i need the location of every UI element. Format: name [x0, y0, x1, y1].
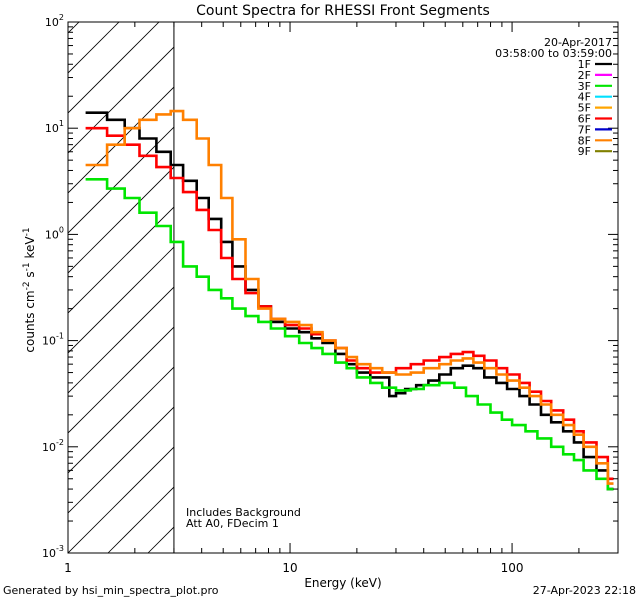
legend-label-5f: 5F	[578, 102, 591, 115]
series-6f	[85, 126, 614, 481]
x-tick-label: 10	[282, 561, 297, 575]
chart-title: Count Spectra for RHESSI Front Segments	[196, 3, 490, 19]
y-tick-label: 101	[45, 119, 64, 135]
hatch-line	[147, 526, 174, 553]
y-tick-label: 10-2	[42, 438, 64, 454]
y-tick-label: 102	[45, 13, 64, 29]
hatch-line	[68, 286, 174, 394]
hatch-line	[68, 22, 160, 114]
x-tick-label: 100	[501, 561, 524, 575]
series-8f	[85, 109, 614, 485]
hatch-line	[107, 486, 174, 553]
legend-label-1f: 1F	[578, 58, 591, 71]
y-axis: 10-3 10-2 10-1 100 101 102	[42, 13, 618, 560]
y-tick-label: 100	[45, 225, 64, 241]
hatch-line	[68, 206, 174, 314]
legend-label-7f: 7F	[578, 123, 591, 136]
hatch-line	[0, 0, 108, 553]
annotation-attenuator: Att A0, FDecim 1	[186, 517, 279, 530]
y-axis-label: counts cm-2 s-1 keV-1	[22, 227, 37, 352]
x-axis: 1 10 100	[64, 22, 619, 575]
hatch-line	[68, 246, 174, 354]
legend-label-2f: 2F	[578, 69, 591, 82]
hatch-line	[68, 86, 174, 194]
y-tick-label: 10-3	[42, 544, 64, 560]
generated-by-footer: Generated by hsi_min_spectra_plot.pro	[3, 584, 219, 597]
x-axis-label: Energy (keV)	[304, 576, 381, 590]
hatch-line	[68, 166, 174, 274]
hatch-line	[68, 446, 174, 553]
hatch-line	[68, 406, 174, 514]
series-1f	[85, 111, 614, 491]
series-layer	[85, 109, 614, 491]
y-tick-label: 10-1	[42, 332, 64, 348]
annotation-background: Includes Background	[186, 506, 301, 519]
hatch-line	[68, 22, 120, 74]
plot-frame	[67, 21, 619, 554]
hatch-line	[68, 326, 174, 434]
legend-label-4f: 4F	[578, 91, 591, 104]
x-tick-label: 1	[64, 561, 72, 575]
hatch-line	[68, 46, 174, 154]
hatch-line	[68, 366, 174, 474]
series-3f	[85, 178, 614, 491]
date-label: 20-Apr-2017	[544, 36, 612, 49]
legend-label-3f: 3F	[578, 80, 591, 93]
legend-label-8f: 8F	[578, 134, 591, 147]
hatch-line	[188, 0, 640, 553]
time-range-label: 03:58:00 to 03:59:00	[495, 47, 612, 60]
timestamp-footer: 27-Apr-2023 22:18	[533, 584, 636, 597]
legend-label-6f: 6F	[578, 113, 591, 126]
legend-label-9f: 9F	[578, 145, 591, 158]
background-hatch-region	[0, 0, 640, 553]
